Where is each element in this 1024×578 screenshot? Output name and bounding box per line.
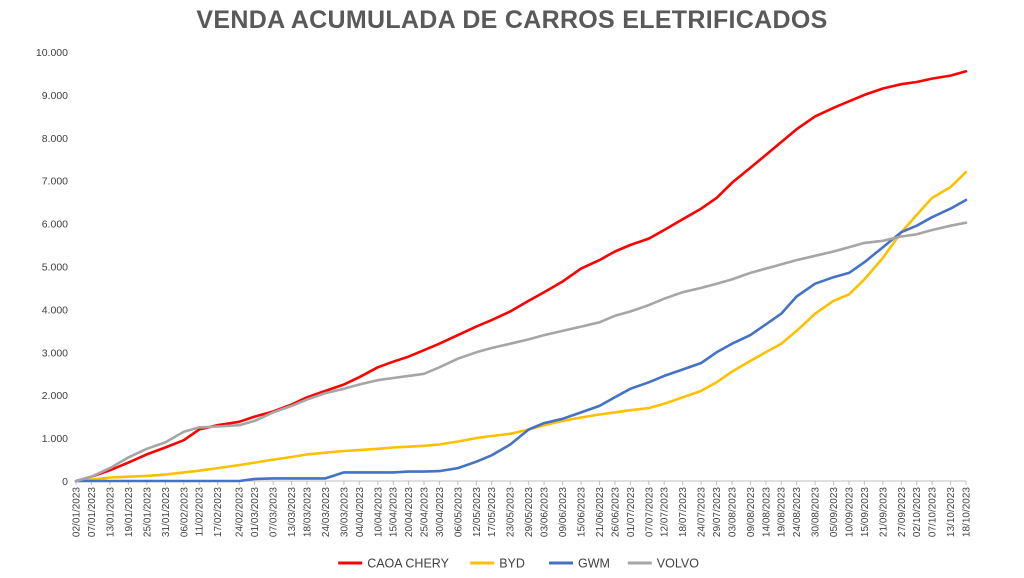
x-tick-label: 02/10/2023 (912, 487, 923, 537)
x-tick-label: 19/01/2023 (124, 487, 135, 537)
x-tick-label: 01/07/2023 (626, 487, 637, 537)
x-tick-label: 29/05/2023 (524, 487, 535, 537)
y-tick-label: 10.000 (36, 47, 68, 59)
x-tick-label: 14/08/2023 (761, 487, 772, 537)
x-tick-label: 07/01/2023 (87, 487, 98, 537)
x-tick-label: 02/01/2023 (72, 487, 83, 537)
x-tick-label: 25/04/2023 (419, 487, 430, 537)
x-tick-label: 30/03/2023 (339, 487, 350, 537)
x-tick-label: 19/08/2023 (777, 487, 788, 537)
x-tick-label: 23/05/2023 (506, 487, 517, 537)
x-tick-label: 13/01/2023 (105, 487, 116, 537)
x-tick-label: 24/03/2023 (321, 487, 332, 537)
x-tick-label: 24/02/2023 (235, 487, 246, 537)
x-tick-label: 07/07/2023 (644, 487, 655, 537)
chart-title: VENDA ACUMULADA DE CARROS ELETRIFICADOS (196, 6, 828, 34)
x-tick-label: 18/07/2023 (678, 487, 689, 537)
x-tick-label: 03/06/2023 (540, 487, 551, 537)
x-tick-label: 09/06/2023 (558, 487, 569, 537)
x-tick-label: 07/10/2023 (928, 487, 939, 537)
x-tick-label: 30/08/2023 (811, 487, 822, 537)
legend-label-byd: BYD (499, 557, 525, 571)
x-tick-label: 18/03/2023 (302, 487, 313, 537)
x-tick-label: 18/10/2023 (962, 487, 973, 537)
x-tick-label: 17/05/2023 (487, 487, 498, 537)
y-tick-label: 2.000 (42, 390, 68, 402)
y-tick-label: 0 (62, 476, 68, 488)
x-tick-label: 11/02/2023 (195, 487, 206, 537)
series-layer (74, 70, 968, 483)
legend: CAOA CHERY BYD GWM VOLVO (338, 557, 699, 571)
x-tick-label: 13/10/2023 (946, 487, 957, 537)
x-tick-label: 20/04/2023 (404, 487, 415, 537)
x-tick-label: 10/04/2023 (373, 487, 384, 537)
x-tick-label: 13/03/2023 (287, 487, 298, 537)
series-line-caoa-chery (74, 70, 968, 483)
x-tick-label: 24/08/2023 (792, 487, 803, 537)
y-tick-label: 9.000 (42, 90, 68, 102)
x-tick-label: 27/09/2023 (897, 487, 908, 537)
x-tick-label: 03/08/2023 (727, 487, 738, 537)
x-tick-label: 01/03/2023 (250, 487, 261, 537)
x-tick-label: 07/03/2023 (269, 487, 280, 537)
x-tick-label: 21/09/2023 (878, 487, 889, 537)
series-line-volvo (74, 221, 968, 483)
legend-label-volvo: VOLVO (657, 557, 699, 571)
x-tick-label: 15/04/2023 (389, 487, 400, 537)
x-tick-label: 26/06/2023 (610, 487, 621, 537)
x-tick-label: 09/08/2023 (746, 487, 757, 537)
x-tick-label: 12/07/2023 (660, 487, 671, 537)
x-tick-label: 25/01/2023 (142, 487, 153, 537)
x-tick-label: 21/06/2023 (595, 487, 606, 537)
x-tick-label: 30/04/2023 (435, 487, 446, 537)
x-tick-label: 31/01/2023 (161, 487, 172, 537)
x-tick-label: 17/02/2023 (213, 487, 224, 537)
axes: 0 1.000 2.000 3.000 4.000 5.000 6.000 7.000 8.00… (36, 47, 973, 537)
x-tick-label: 05/09/2023 (829, 487, 840, 537)
series-line-gwm (74, 198, 968, 483)
y-tick-label: 3.000 (42, 347, 68, 359)
x-tick-label: 06/05/2023 (453, 487, 464, 537)
y-tick-label: 8.000 (42, 133, 68, 145)
x-tick-label: 06/02/2023 (179, 487, 190, 537)
legend-label-caoa-chery: CAOA CHERY (367, 557, 449, 571)
x-tick-label: 29/07/2023 (712, 487, 723, 537)
legend-label-gwm: GWM (578, 557, 610, 571)
y-tick-label: 1.000 (42, 433, 68, 445)
x-tick-label: 12/05/2023 (472, 487, 483, 537)
y-tick-label: 7.000 (42, 176, 68, 188)
y-tick-label: 5.000 (42, 262, 68, 274)
x-tick-label: 24/07/2023 (697, 487, 708, 537)
x-tick-label: 04/04/2023 (355, 487, 366, 537)
x-tick-label: 15/06/2023 (577, 487, 588, 537)
x-tick-label: 15/09/2023 (860, 487, 871, 537)
x-tick-label: 10/09/2023 (844, 487, 855, 537)
y-tick-label: 6.000 (42, 219, 68, 231)
y-tick-label: 4.000 (42, 304, 68, 316)
